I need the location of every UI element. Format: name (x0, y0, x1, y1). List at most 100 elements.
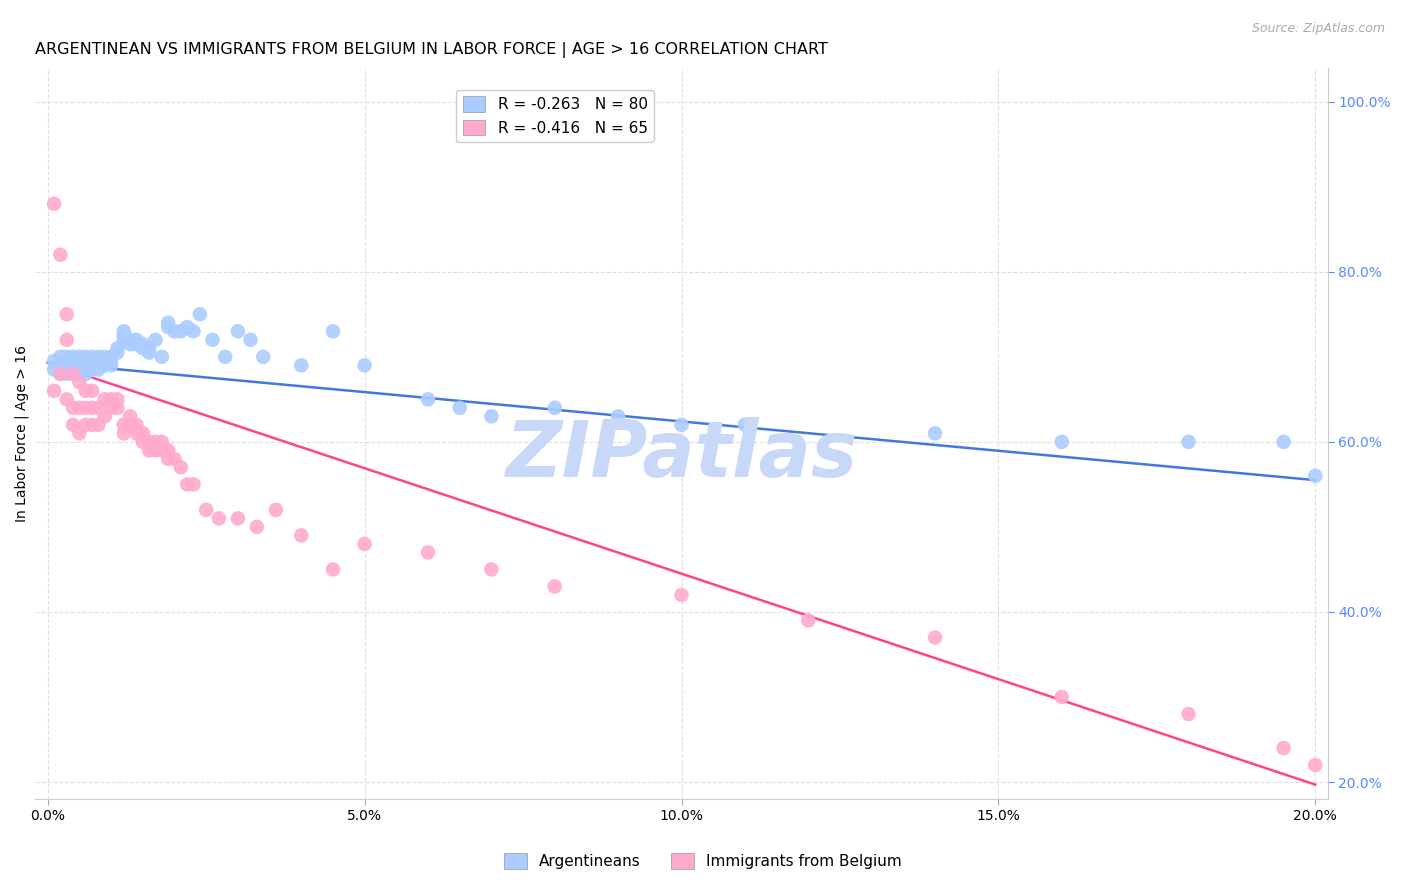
Point (176, 477, 198, 491)
Point (112, 328, 135, 343)
Point (75, 362, 97, 376)
Point (138, 434, 160, 449)
Point (55, 350, 77, 364)
Point (322, 562, 344, 576)
Point (75, 367, 97, 381)
Point (322, 324, 344, 338)
Point (163, 451, 186, 466)
Point (94, 409, 117, 424)
Point (112, 324, 135, 338)
Point (55, 367, 77, 381)
Point (132, 426, 155, 441)
Point (120, 337, 142, 351)
Point (75, 350, 97, 364)
Point (145, 434, 167, 449)
Point (82, 354, 104, 368)
Point (87, 401, 110, 415)
Point (100, 392, 122, 407)
Point (170, 460, 193, 475)
Point (55, 359, 77, 373)
Point (75, 359, 97, 373)
Point (208, 511, 231, 525)
Point (107, 345, 129, 359)
Point (87, 354, 110, 368)
Point (157, 451, 180, 466)
Point (112, 426, 135, 441)
Point (353, 537, 375, 551)
Point (75, 401, 97, 415)
Point (138, 341, 160, 355)
Point (67, 354, 90, 368)
Point (157, 443, 180, 458)
Point (87, 362, 110, 376)
Point (62, 359, 84, 373)
Point (87, 359, 110, 373)
Point (67, 426, 90, 441)
Point (201, 333, 224, 347)
Point (170, 324, 193, 338)
Point (82, 384, 104, 398)
Point (150, 434, 173, 449)
Point (226, 511, 249, 525)
Point (82, 359, 104, 373)
Point (214, 350, 236, 364)
Point (544, 401, 567, 415)
Point (100, 350, 122, 364)
Point (183, 477, 205, 491)
Point (107, 341, 129, 355)
Point (100, 401, 122, 415)
Point (132, 341, 155, 355)
Point (544, 579, 567, 593)
Point (112, 417, 135, 432)
Point (107, 392, 129, 407)
Point (82, 362, 104, 376)
Point (62, 354, 84, 368)
Y-axis label: In Labor Force | Age > 16: In Labor Force | Age > 16 (15, 345, 30, 522)
Point (252, 350, 274, 364)
Point (924, 426, 946, 441)
Point (1050, 434, 1073, 449)
Point (75, 417, 97, 432)
Point (1050, 690, 1073, 704)
Point (176, 320, 198, 334)
Legend: R = -0.263   N = 80, R = -0.416   N = 65: R = -0.263 N = 80, R = -0.416 N = 65 (457, 90, 654, 142)
Point (132, 434, 155, 449)
Point (75, 354, 97, 368)
Point (67, 376, 90, 390)
Point (183, 324, 205, 338)
Point (87, 417, 110, 432)
Point (120, 333, 142, 347)
Point (55, 333, 77, 347)
Point (120, 417, 142, 432)
Text: ARGENTINEAN VS IMMIGRANTS FROM BELGIUM IN LABOR FORCE | AGE > 16 CORRELATION CHA: ARGENTINEAN VS IMMIGRANTS FROM BELGIUM I… (35, 42, 828, 58)
Point (62, 367, 84, 381)
Point (67, 367, 90, 381)
Point (49, 367, 72, 381)
Point (239, 333, 262, 347)
Point (94, 354, 117, 368)
Point (150, 443, 173, 458)
Point (125, 337, 148, 351)
Text: Source: ZipAtlas.com: Source: ZipAtlas.com (1251, 22, 1385, 36)
Point (145, 333, 167, 347)
Point (49, 367, 72, 381)
Point (42, 196, 65, 211)
Point (67, 359, 90, 373)
Point (49, 350, 72, 364)
Point (100, 354, 122, 368)
Point (132, 337, 155, 351)
Point (479, 562, 502, 576)
Point (67, 401, 90, 415)
Point (112, 333, 135, 347)
Point (479, 409, 502, 424)
Point (82, 401, 104, 415)
Point (125, 417, 148, 432)
Point (94, 359, 117, 373)
Point (797, 614, 820, 628)
Point (125, 426, 148, 441)
Point (49, 359, 72, 373)
Point (195, 503, 218, 517)
Point (125, 333, 148, 347)
Point (42, 354, 65, 368)
Point (607, 409, 630, 424)
